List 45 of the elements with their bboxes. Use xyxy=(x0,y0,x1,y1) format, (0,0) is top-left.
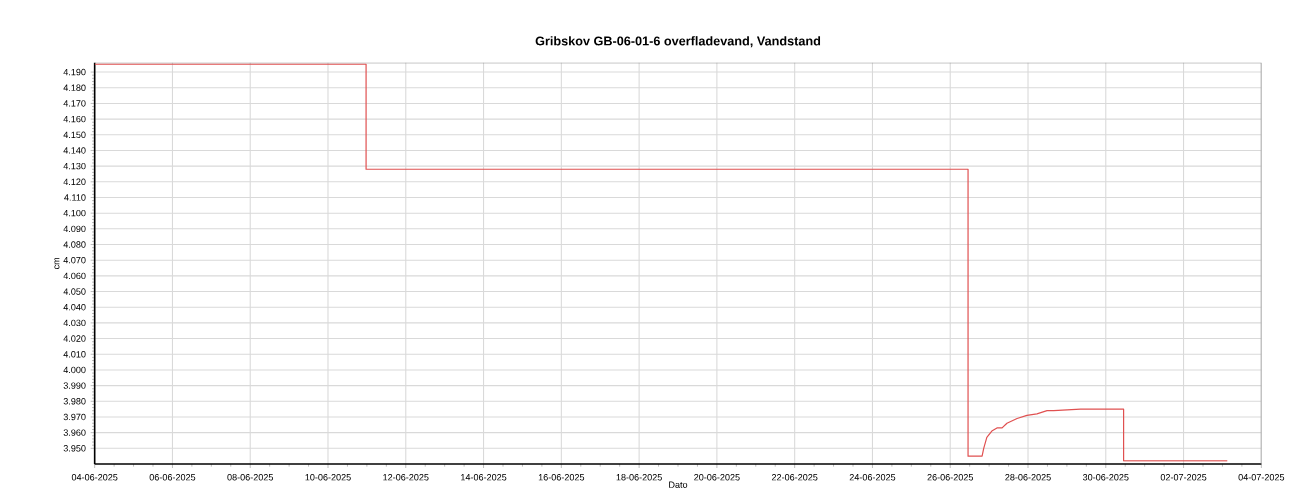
x-tick-label: 04-06-2025 xyxy=(71,474,118,481)
y-tick-label: 4.010 xyxy=(63,351,86,358)
y-tick-label: 4.120 xyxy=(63,178,86,186)
x-tick-label: 24-06-2025 xyxy=(849,474,896,481)
x-tick-label: 10-06-2025 xyxy=(305,474,351,481)
x-tick-label: 06-06-2025 xyxy=(149,474,196,481)
y-tick-label: 4.020 xyxy=(63,335,86,342)
y-tick-label: 3.990 xyxy=(63,382,86,389)
x-tick-label: 28-06-2025 xyxy=(1005,474,1051,481)
y-tick-label: 4.090 xyxy=(63,225,86,233)
y-axis-title: cm xyxy=(54,257,60,269)
y-tick-label: 4.190 xyxy=(63,68,86,76)
y-tick-label: 4.050 xyxy=(63,288,86,295)
y-tick-label: 4.070 xyxy=(63,256,86,264)
y-tick-label: 4.080 xyxy=(63,241,86,248)
y-tick-label: 3.950 xyxy=(63,445,86,452)
x-tick-label: 08-06-2025 xyxy=(227,474,274,481)
chart-title: Gribskov GB-06-01-6 overfladevand, Vandstand xyxy=(535,36,821,48)
y-tick-label: 4.150 xyxy=(63,131,86,138)
y-tick-label: 4.170 xyxy=(63,100,86,107)
x-tick-label: 04-07-2025 xyxy=(1238,474,1285,481)
y-tick-label: 4.160 xyxy=(63,115,86,123)
x-tick-label: 14-06-2025 xyxy=(461,474,507,481)
y-tick-label: 4.110 xyxy=(64,194,86,201)
y-tick-label: 3.970 xyxy=(63,413,86,421)
y-tick-label: 4.100 xyxy=(63,209,86,217)
y-tick-label: 4.040 xyxy=(63,304,86,311)
y-tick-label: 4.000 xyxy=(63,366,86,374)
y-tick-label: 4.130 xyxy=(63,162,86,170)
x-axis-title: Dato xyxy=(669,481,688,488)
y-tick-label: 3.980 xyxy=(63,398,86,405)
x-tick-label: 02-07-2025 xyxy=(1160,474,1207,481)
y-tick-label: 4.030 xyxy=(63,319,86,327)
x-tick-label: 22-06-2025 xyxy=(771,474,818,481)
y-tick-label: 4.180 xyxy=(63,84,86,91)
x-tick-label: 18-06-2025 xyxy=(616,474,662,481)
y-tick-label: 3.960 xyxy=(63,429,86,436)
x-tick-label: 30-06-2025 xyxy=(1082,474,1129,481)
y-tick-label: 4.060 xyxy=(63,272,86,280)
line-series xyxy=(94,63,1228,462)
x-tick-label: 26-06-2025 xyxy=(927,474,974,481)
x-tick-label: 16-06-2025 xyxy=(538,474,585,481)
x-tick-label: 12-06-2025 xyxy=(383,474,429,481)
x-tick-label: 20-06-2025 xyxy=(694,474,740,481)
y-tick-label: 4.140 xyxy=(63,147,86,154)
